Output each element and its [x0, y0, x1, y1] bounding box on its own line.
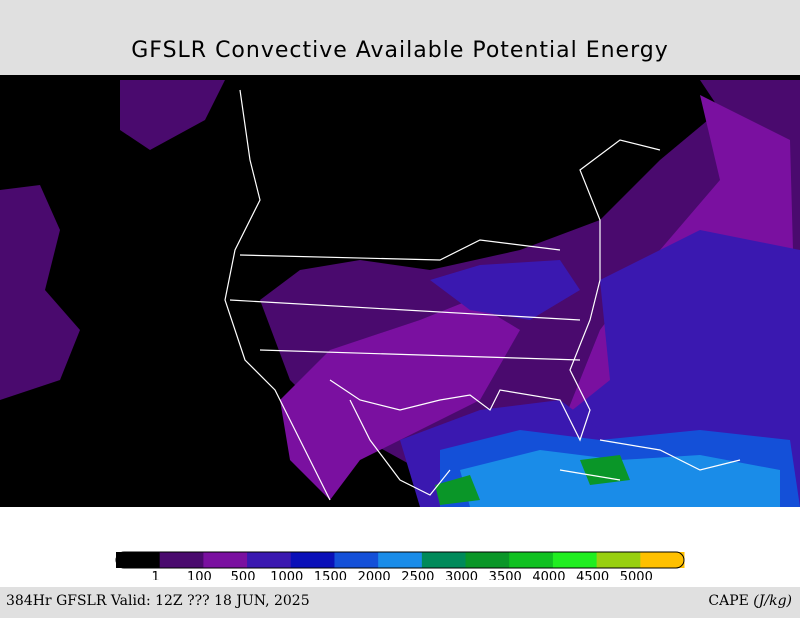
footer-left: 384Hr GFSLR Valid: 12Z ??? 18 JUN, 2025 [6, 593, 310, 609]
colorbar-swatch [465, 552, 510, 568]
colorbar: 1 100 500 1000 1500 2000 2500 3000 3500 4000 4500 5… [115, 551, 685, 580]
unit-paren: (J/kg) [753, 593, 792, 609]
header-bar: GFSLR Convective Available Potential Ene… [0, 0, 800, 75]
colorbar-label: 4000 [532, 570, 565, 580]
colorbar-swatch [552, 552, 598, 568]
colorbar-swatch [421, 552, 467, 568]
colorbar-swatch [203, 552, 248, 568]
colorbar-label: 5000 [620, 570, 653, 580]
colorbar-swatch [334, 552, 379, 568]
map [0, 75, 800, 507]
title: GFSLR Convective Available Potential Ene… [131, 38, 669, 63]
colorbar-swatch [596, 552, 641, 568]
coastlines [224, 89, 741, 501]
colorbar-label: 3500 [489, 570, 522, 580]
colorbar-swatch [378, 552, 423, 568]
colorbar-label: 3000 [445, 570, 478, 580]
colorbar-label: 100 [187, 570, 212, 580]
colorbar-label: 500 [231, 570, 256, 580]
colorbar-label: 4500 [576, 570, 609, 580]
colorbar-label: 1500 [314, 570, 347, 580]
colorbar-label: 2500 [401, 570, 434, 580]
unit: CAPE [708, 593, 749, 609]
footer-bar: 384Hr GFSLR Valid: 12Z ??? 18 JUN, 2025 … [0, 587, 800, 618]
colorbar-swatch [116, 552, 161, 568]
colorbar-swatch [159, 552, 204, 568]
colorbar-swatch [247, 552, 292, 568]
footer-unit: CAPE (J/kg) [708, 593, 792, 609]
colorbar-label: 2000 [358, 570, 391, 580]
colorbar-label: 1 [152, 570, 160, 580]
colorbar-border [115, 551, 685, 569]
colorbar-swatch [640, 552, 685, 568]
colorbar-swatch [509, 552, 554, 568]
colorbar-label: 1000 [270, 570, 303, 580]
cape-3500 [435, 455, 630, 505]
colorbar-swatch [290, 552, 335, 568]
